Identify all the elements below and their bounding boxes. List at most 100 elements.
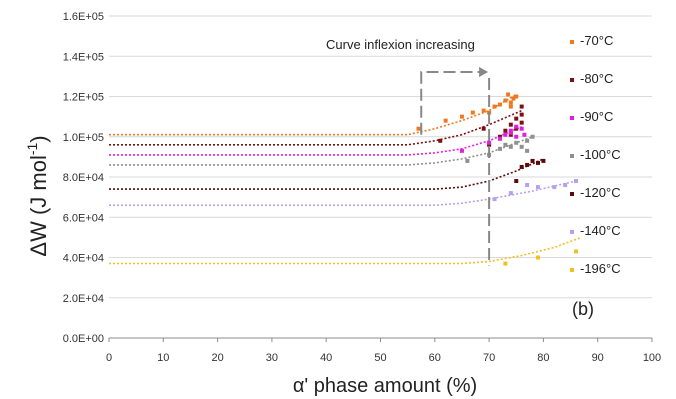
data-point — [535, 160, 540, 165]
y-tick-label: 2.0E+04 — [63, 293, 104, 305]
data-point — [525, 138, 530, 143]
y-axis-label-main: ΔW (J mol — [26, 155, 51, 256]
fit-curve — [109, 125, 523, 156]
data-point — [497, 146, 502, 151]
data-point — [508, 132, 513, 137]
data-point — [508, 144, 513, 149]
fit-curve — [109, 136, 533, 166]
data-point — [497, 136, 502, 141]
y-axis-label-close: ) — [26, 135, 51, 142]
data-point — [508, 104, 513, 109]
data-point — [503, 132, 508, 137]
fit-curve — [109, 109, 523, 146]
y-axis-label-sup: -1 — [24, 142, 40, 155]
legend-label: -90°C — [580, 109, 613, 124]
data-point — [525, 148, 530, 153]
y-tick-label: 1.2E+05 — [63, 92, 104, 104]
y-tick-label: 8.0E+04 — [63, 172, 104, 184]
fit-curve — [109, 180, 577, 206]
legend-marker — [570, 40, 574, 44]
data-point — [508, 100, 513, 105]
data-point — [552, 185, 557, 190]
y-tick-label: 4.0E+04 — [63, 253, 104, 265]
data-point — [487, 140, 492, 145]
data-point — [481, 108, 486, 113]
legend-label: -120°C — [580, 185, 621, 200]
data-point — [503, 261, 508, 266]
data-point — [481, 126, 486, 131]
data-point — [503, 98, 508, 103]
gridlines — [108, 15, 653, 342]
data-point — [522, 132, 527, 137]
data-point — [492, 197, 497, 202]
data-point — [530, 134, 535, 139]
data-point — [573, 179, 578, 184]
y-tick-label: 0.0E+00 — [63, 333, 104, 345]
data-point — [465, 158, 470, 163]
data-point — [503, 128, 508, 133]
legend-marker — [570, 268, 574, 272]
legend-label: -100°C — [580, 147, 621, 162]
data-point — [497, 102, 502, 107]
y-tick-label: 1.6E+05 — [63, 11, 104, 23]
x-tick-label: 60 — [429, 352, 441, 364]
y-tick-label: 1.0E+05 — [63, 132, 104, 144]
data-point — [459, 114, 464, 119]
data-point — [443, 118, 448, 123]
annotation-bracket — [420, 71, 491, 266]
data-point — [514, 116, 519, 121]
annotation-arrowhead — [479, 67, 489, 77]
y-tick-label: 1.4E+05 — [63, 51, 104, 63]
data-points — [416, 92, 578, 266]
legend-label: -140°C — [580, 223, 621, 238]
data-point — [492, 104, 497, 109]
panel-label: (b) — [572, 299, 594, 319]
data-point — [508, 122, 513, 127]
fit-curve — [109, 93, 517, 136]
x-axis-label: α' phase amount (%) — [293, 375, 477, 397]
x-tick-labels: 0 10 20 30 40 50 60 70 80 90 100 — [106, 352, 661, 364]
data-point — [514, 94, 519, 99]
x-tick-label: 40 — [320, 352, 332, 364]
y-tick-labels: 0.0E+00 2.0E+04 4.0E+04 6.0E+04 8.0E+04 1.0E+… — [63, 11, 104, 345]
data-point — [459, 148, 464, 153]
legend-marker — [570, 192, 574, 196]
y-tick-label: 6.0E+04 — [63, 212, 104, 224]
data-point — [503, 142, 508, 147]
data-point — [514, 140, 519, 145]
data-point — [416, 126, 421, 131]
x-tick-label: 30 — [266, 352, 278, 364]
data-point — [519, 120, 524, 125]
legend-marker — [570, 154, 574, 158]
x-tick-label: 10 — [157, 352, 169, 364]
data-point — [541, 158, 546, 163]
data-point — [519, 126, 524, 131]
x-tick-label: 0 — [106, 352, 112, 364]
data-point — [514, 179, 519, 184]
data-point — [573, 249, 578, 254]
fit-curves — [109, 93, 582, 265]
y-axis-label: ΔW (J mol-1) — [24, 135, 51, 256]
data-point — [535, 255, 540, 260]
data-point — [508, 191, 513, 196]
data-point — [514, 124, 519, 129]
data-point — [519, 104, 524, 109]
data-point — [514, 126, 519, 131]
data-point — [511, 96, 516, 101]
x-tick-label: 50 — [374, 352, 386, 364]
legend-label: -196°C — [580, 261, 621, 276]
data-point — [535, 185, 540, 190]
legend-label: -80°C — [580, 71, 613, 86]
legend: -70°C -80°C -90°C -100°C -120°C -140°C -196°C — [570, 33, 621, 276]
data-point — [519, 112, 524, 117]
annotation: Curve inflexion increasing — [326, 37, 491, 266]
x-tick-label: 20 — [211, 352, 223, 364]
x-tick-label: 90 — [592, 352, 604, 364]
x-tick-label: 70 — [483, 352, 495, 364]
data-point — [470, 110, 475, 115]
data-point — [525, 162, 530, 167]
fit-curve — [109, 158, 544, 190]
fit-curve — [109, 236, 582, 265]
legend-label: -70°C — [580, 33, 613, 48]
x-tick-label: 100 — [643, 352, 661, 364]
